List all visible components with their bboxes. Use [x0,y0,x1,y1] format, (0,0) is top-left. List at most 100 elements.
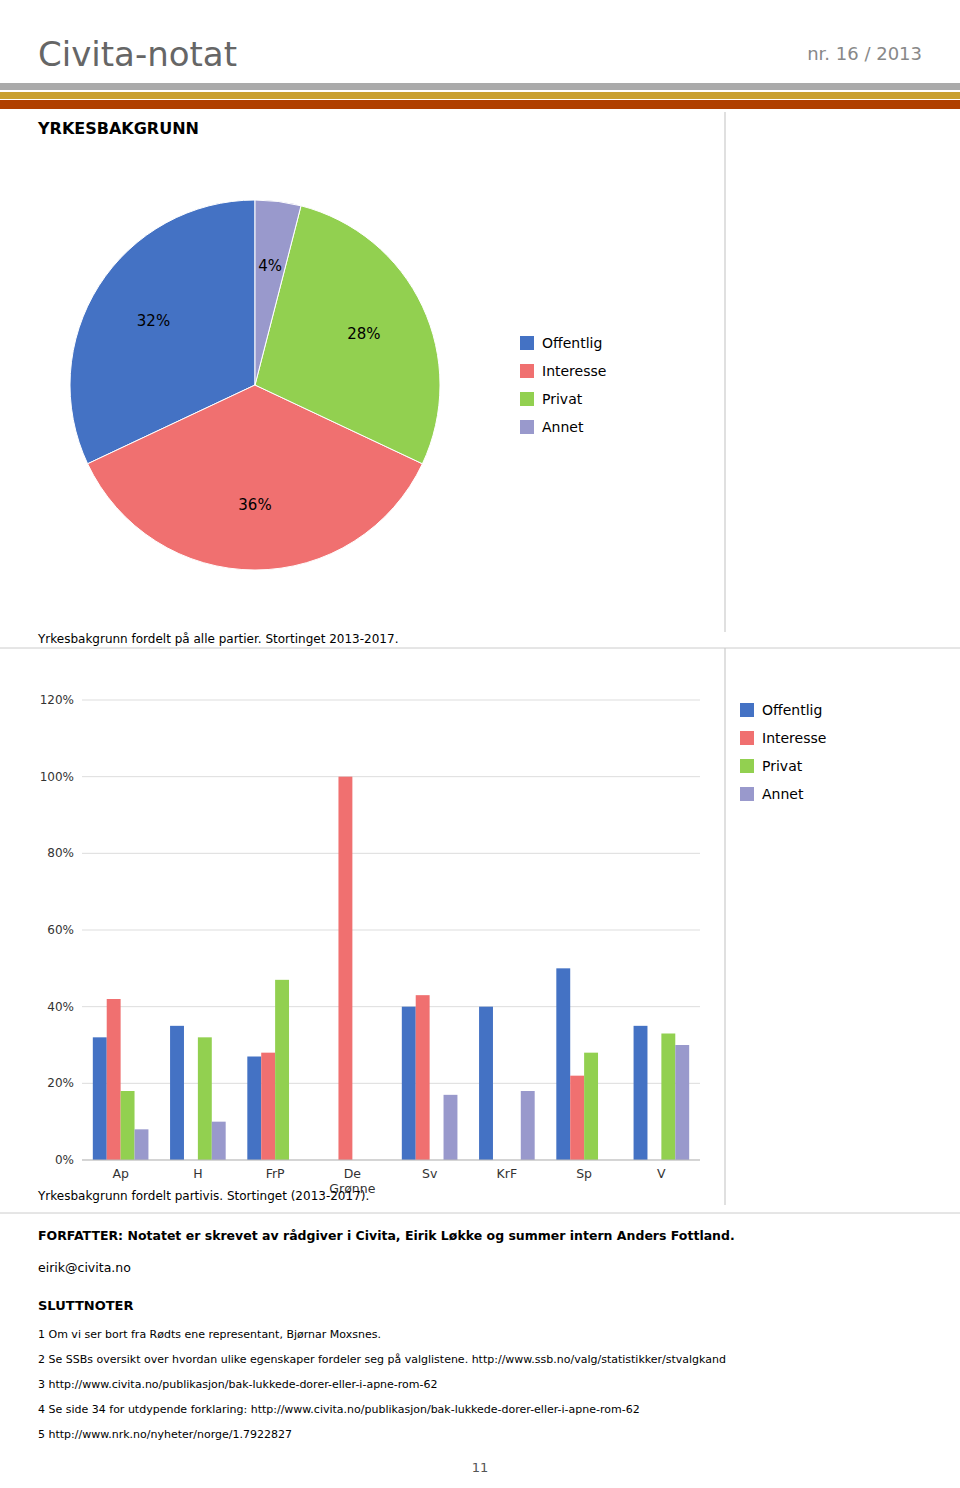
category-label: Sv [422,1166,438,1181]
bar [479,1007,493,1160]
bar [170,1026,184,1160]
legend-label: Offentlig [542,335,602,351]
legend-swatch [740,731,754,745]
data-label: 32% [137,312,170,330]
legend-swatch [740,759,754,773]
pie-slice [255,200,301,385]
category-label-line: FrP [266,1166,285,1181]
header-band [0,92,960,99]
grid-line [82,930,700,931]
category-label: FrP [266,1166,285,1181]
bars [93,777,689,1160]
bar [121,1091,135,1160]
legend-swatch [520,420,534,434]
footer-note: 3 http://www.civita.no/publikasjon/bak-l… [38,1378,438,1391]
category-label-line: Ap [112,1166,129,1181]
category-label-line: H [193,1166,202,1181]
background [0,0,960,1488]
footer-note: 1 Om vi ser bort fra Rødts ene represent… [38,1328,381,1341]
x-axis [82,1160,700,1161]
legend-label: Annet [762,786,804,802]
category-label-line: Sp [576,1166,592,1181]
grid-line [82,853,700,854]
tick-label: 20% [47,1076,74,1090]
divider [724,112,725,632]
caption: Yrkesbakgrunn fordelt på alle partier. S… [37,632,398,646]
bar [247,1057,261,1161]
bar [135,1129,149,1160]
grid-line [82,700,700,701]
legend-label: Interesse [542,363,606,379]
bar [275,980,289,1160]
page: Civita-notat nr. 16 / 2013 YRKESBAKGRUNN 32… [0,0,960,1488]
bar [107,999,121,1160]
section-title: YRKESBAKGRUNN [37,119,199,138]
tick-label: 100% [40,770,74,784]
bar [212,1122,226,1160]
legend: Offentlig Interesse Privat Annet [520,335,606,435]
data-label: 36% [238,496,271,514]
bar [521,1091,535,1160]
header-title: Civita-notat [38,34,237,74]
category-label: V [657,1166,666,1181]
footer-note: 5 http://www.nrk.no/nyheter/norge/1.7922… [38,1428,292,1441]
legend-label: Annet [542,419,584,435]
grid-line [82,776,700,777]
category-label: Sp [576,1166,592,1181]
data-label: 28% [347,325,380,343]
divider [0,1213,960,1214]
category-label-line: Sv [422,1166,438,1181]
divider [724,648,725,1205]
footer-email: eirik@civita.no [38,1260,131,1275]
legend-label: Offentlig [762,702,822,718]
category-label: Ap [112,1166,129,1181]
bar [634,1026,648,1160]
header-band [0,83,960,90]
text-line: FORFATTER: Notatet er skrevet av rådgive… [38,1228,735,1243]
divider [0,648,960,649]
grid-line [82,1160,700,1161]
bar [93,1037,107,1160]
page-number: 11 [472,1460,489,1475]
bar [198,1037,212,1160]
category-label: KrF [497,1166,518,1181]
legend-swatch [740,703,754,717]
text-line: 3 http://www.civita.no/publikasjon/bak-l… [38,1378,438,1391]
footer-notes-title: SLUTTNOTER [38,1298,133,1313]
bar [261,1053,275,1160]
text-line: 5 http://www.nrk.no/nyheter/norge/1.7922… [38,1428,292,1441]
grid-line [82,1006,700,1007]
legend-swatch [740,787,754,801]
legend-swatch [520,392,534,406]
bar [661,1034,675,1161]
legend-label: Privat [542,391,583,407]
category-label: H [193,1166,202,1181]
legend: OffentligInteressePrivatAnnet [740,702,826,802]
legend-label: Privat [762,758,803,774]
legend-swatch [520,364,534,378]
tick-label: 80% [47,846,74,860]
category-label-line: De [344,1166,362,1181]
footer-note: 4 Se side 34 for utdypende forklaring: h… [38,1403,640,1416]
category-label-line: KrF [497,1166,518,1181]
bar [584,1053,598,1160]
text-line: 1 Om vi ser bort fra Rødts ene represent… [38,1328,381,1341]
text-line: 4 Se side 34 for utdypende forklaring: h… [38,1403,640,1416]
bar [338,777,352,1160]
legend-swatch [520,336,534,350]
header-band [0,100,960,109]
bar-chart: 0%20%40%60%80%100%120%ApHFrPDeGrønneSvKr… [40,693,700,1196]
footer-note: 2 Se SSBs oversikt over hvordan ulike eg… [38,1353,726,1366]
pie-chart: 32%36%28%4% [70,200,440,570]
header-number: nr. 16 / 2013 [807,43,922,64]
bar [444,1095,458,1160]
footer-author: FORFATTER: Notatet er skrevet av rådgive… [38,1228,735,1243]
bar [570,1076,584,1160]
category-label-line: V [657,1166,666,1181]
tick-label: 60% [47,923,74,937]
tick-label: 120% [40,693,74,707]
bar [675,1045,689,1160]
bar [402,1007,416,1160]
text-line: 2 Se SSBs oversikt over hvordan ulike eg… [38,1353,726,1366]
bar [556,968,570,1160]
